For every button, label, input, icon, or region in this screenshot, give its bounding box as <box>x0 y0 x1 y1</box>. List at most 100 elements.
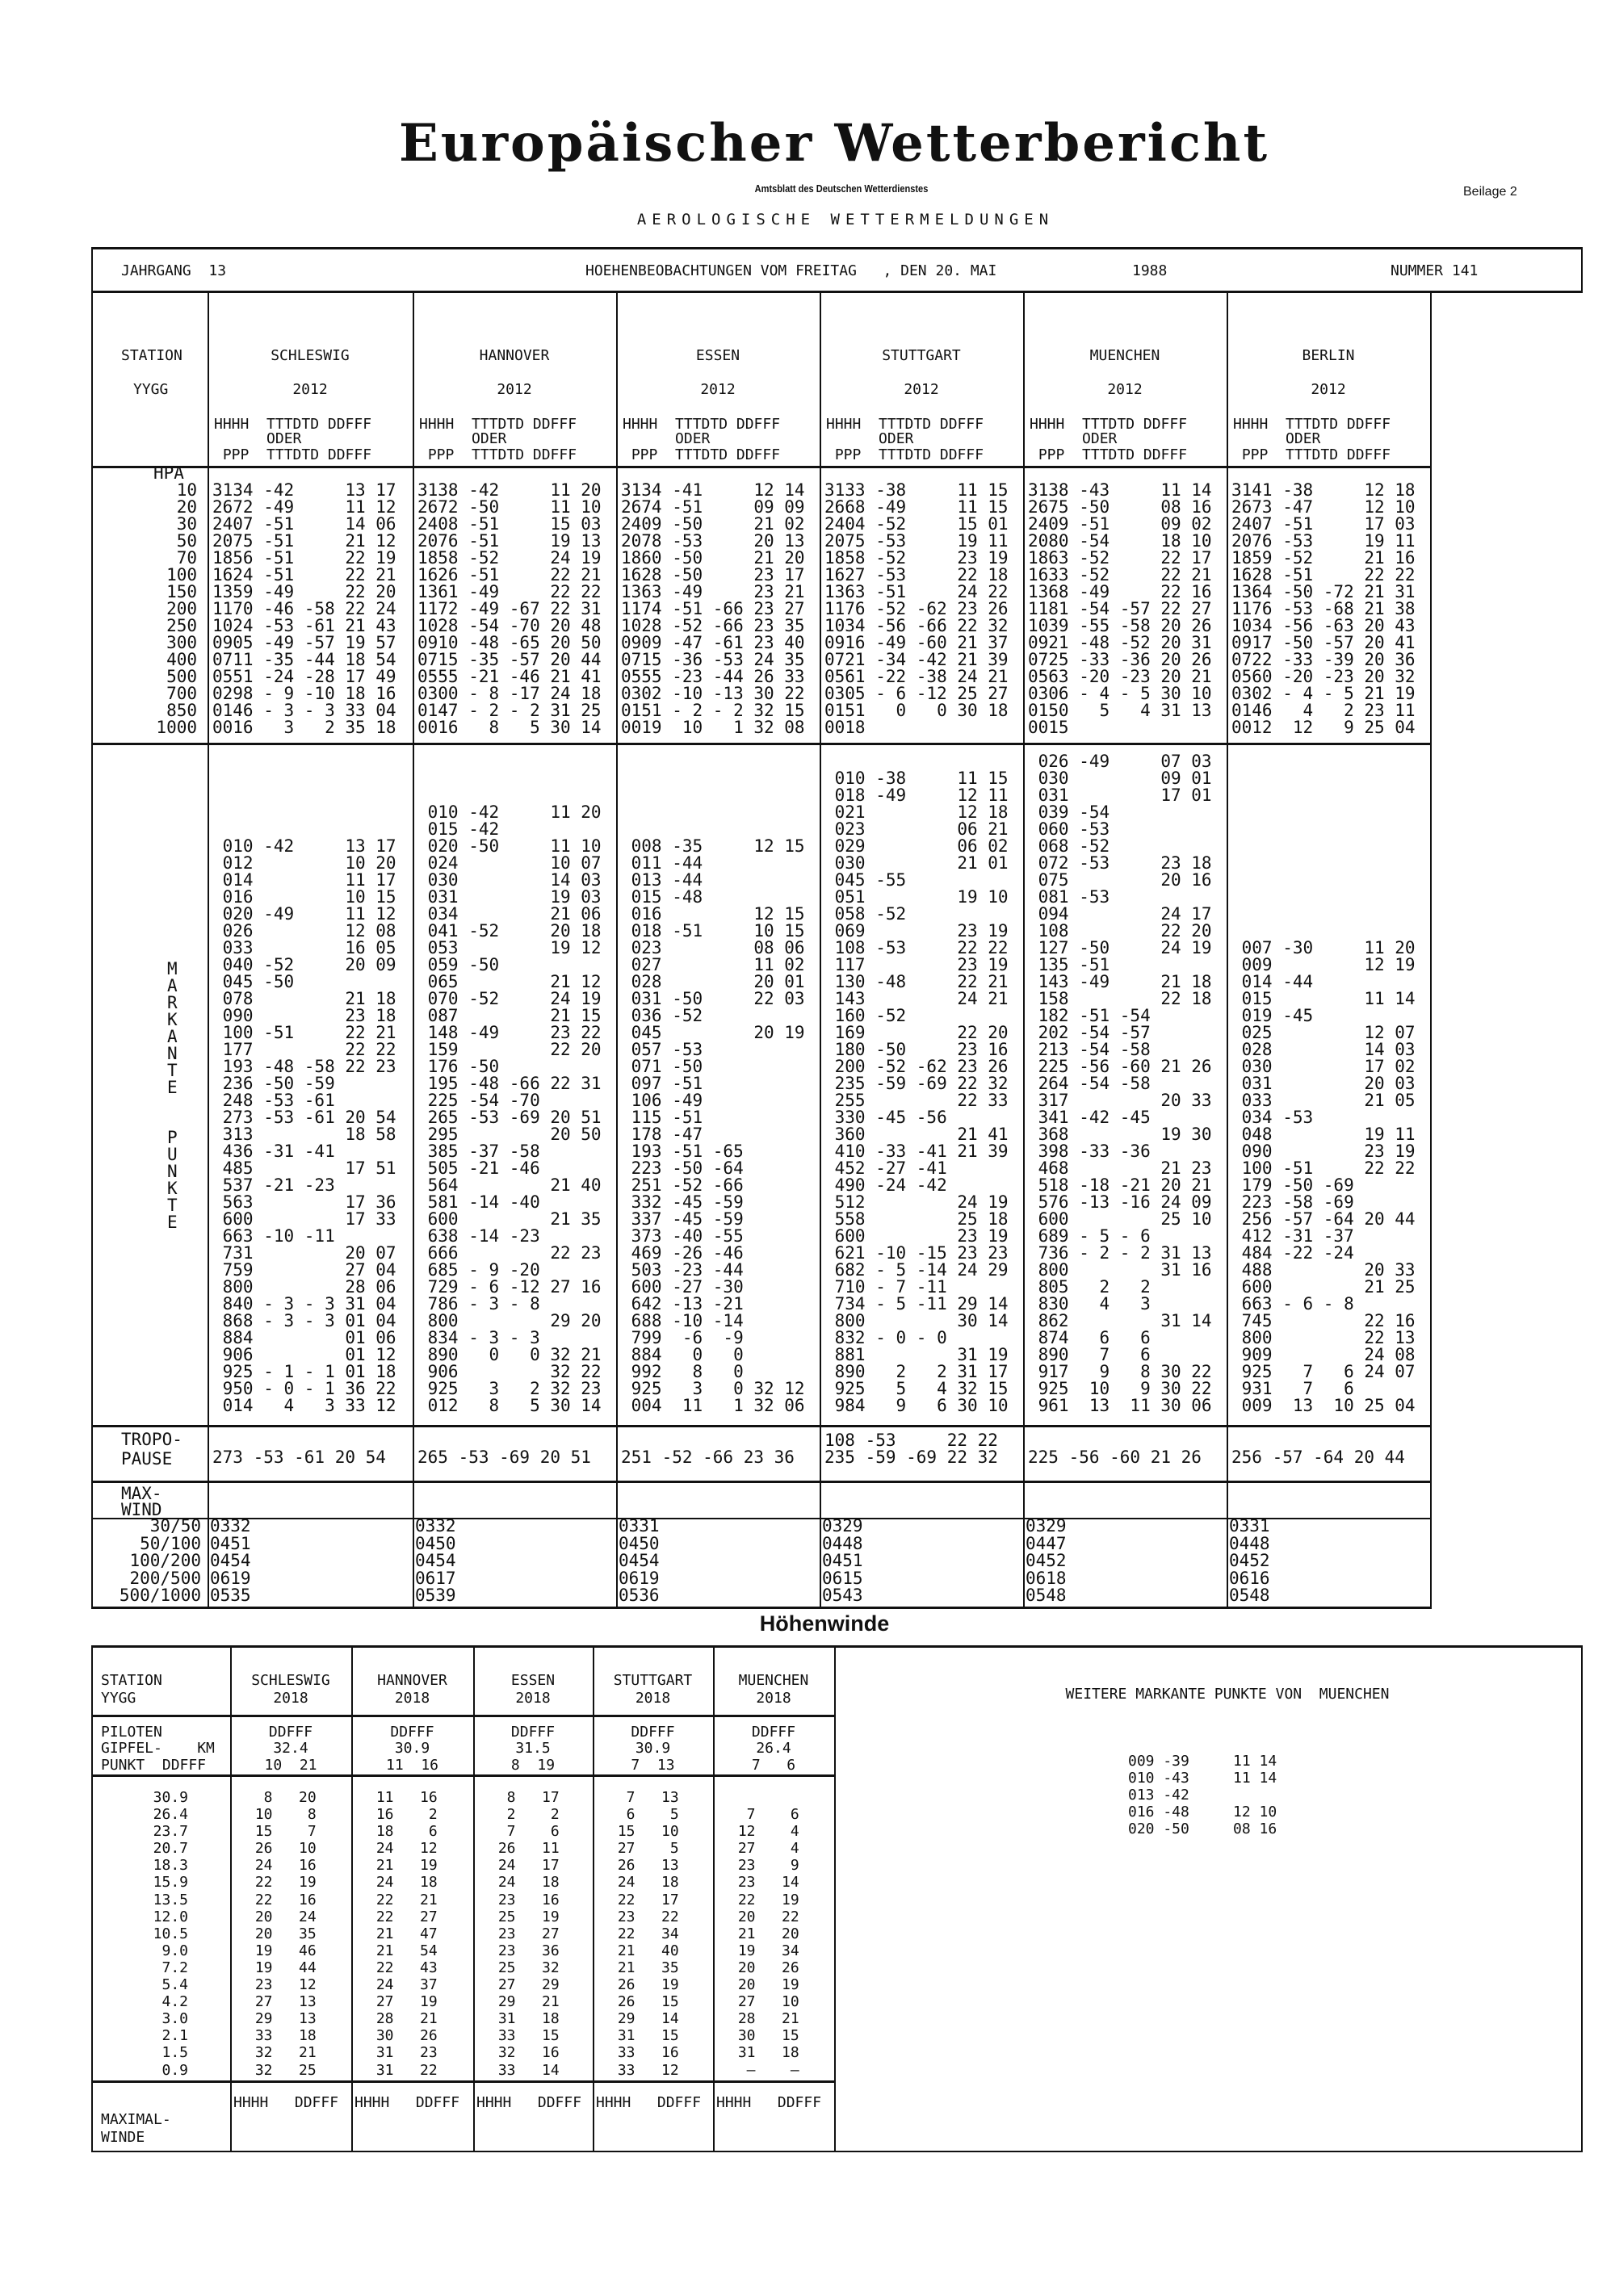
standard-levels: 3138 -42 11 20 2672 -50 11 10 2408 -51 15 … <box>417 482 602 736</box>
tropopause: 108 -53 22 22 235 -59 -69 22 32 <box>824 1427 998 1466</box>
ddfff-label: DDFFF <box>751 1724 796 1741</box>
data-row: 264 -54 -58 <box>1028 1074 1212 1093</box>
maxwind-value: 0331 <box>619 1516 660 1536</box>
wind-row: 22 43 <box>367 1959 438 1976</box>
wind-row: 23 22 <box>609 1908 679 1925</box>
wind-row: 11 16 <box>367 1789 438 1806</box>
summit-wind: 11 16 <box>385 1757 439 1774</box>
data-row: 452 -27 -41 <box>824 1158 1009 1178</box>
data-row: 256 -57 -64 20 44 <box>1231 1209 1416 1229</box>
station-name: MUENCHEN <box>1089 347 1160 364</box>
maxwind-values: 0332 0450 0454 0617 0539 <box>415 1517 456 1605</box>
data-row: 950 - 0 - 1 36 22 <box>212 1379 396 1398</box>
maximalwinde-label-2: WINDE <box>101 2129 145 2146</box>
maxwind-value: 0331 <box>1229 1516 1270 1536</box>
column-divider <box>713 1645 715 2152</box>
data-row: 745 22 16 <box>1231 1311 1416 1330</box>
wind-row: 7 6 <box>489 1823 560 1841</box>
field-header: HHHH TTTDTD DDFFF <box>419 416 577 433</box>
vertical-letter: K <box>167 1010 178 1029</box>
wind-row: 26 11 <box>489 1840 560 1858</box>
summit-wind: 8 19 <box>510 1757 556 1774</box>
data-row: 180 -50 23 16 <box>824 1040 1009 1059</box>
wind-row: 20 19 <box>729 1976 799 1994</box>
wind-row: 24 18 <box>489 1874 560 1892</box>
data-row: 213 -54 -58 <box>1028 1040 1212 1059</box>
wind-row: 32 25 <box>246 2061 317 2079</box>
data-row: 182 -51 -54 <box>1028 1006 1212 1025</box>
wind-row: 29 21 <box>489 1993 560 2011</box>
maxwind-value: 0448 <box>822 1533 863 1553</box>
data-row: 0721 -34 -42 21 39 <box>824 650 1009 669</box>
tropopause: 256 -57 -64 20 44 <box>1231 1427 1405 1466</box>
wind-row: 23 12 <box>246 1976 317 1994</box>
data-row: 906 01 12 <box>212 1345 396 1364</box>
vertical-letter: N <box>167 1162 178 1181</box>
data-row: 251 -52 -66 <box>621 1175 805 1195</box>
wind-row: 19 44 <box>246 1959 317 1976</box>
wind-row: 7 6 <box>729 1806 799 1824</box>
column-divider <box>834 1645 836 2152</box>
field-header: ODER <box>419 430 507 447</box>
data-row: 014 4 3 33 12 <box>212 1396 396 1415</box>
data-row: 518 -18 -21 20 21 <box>1028 1175 1212 1195</box>
wind-row: 19 34 <box>729 1942 799 1959</box>
data-row: 0725 -33 -36 20 26 <box>1028 650 1212 669</box>
wind-row: 24 12 <box>367 1840 438 1858</box>
data-row: 890 7 6 <box>1028 1345 1212 1364</box>
data-row: 759 27 04 <box>212 1260 396 1280</box>
significant-points: 010 -38 11 15 018 -49 12 11 021 12 18 02… <box>824 747 1009 1414</box>
vertical-letter: N <box>167 1044 178 1063</box>
data-row: 1628 -50 23 17 <box>621 565 805 584</box>
data-row: 786 - 3 - 8 <box>417 1294 602 1313</box>
station-yygg: 2018 <box>635 1690 671 1707</box>
data-row: 031 17 01 <box>1028 786 1212 805</box>
data-row: 961 13 11 30 06 <box>1028 1396 1212 1415</box>
data-row: 2408 -51 15 03 <box>417 514 602 534</box>
data-row: 026 -49 07 03 <box>1028 752 1212 771</box>
field-header: ODER <box>623 430 711 447</box>
data-row: 2075 -53 19 11 <box>824 531 1009 551</box>
data-row: 100 -51 22 21 <box>212 1023 396 1042</box>
wind-row: 21 54 <box>367 1942 438 1959</box>
data-row: 036 -52 <box>621 1006 805 1025</box>
maxwind-header: HHHH DDFFF <box>716 2094 822 2111</box>
height-level: 3.0 <box>162 2010 188 2028</box>
vertical-letter: U <box>167 1145 178 1164</box>
maxwind-value: 0536 <box>619 1586 660 1605</box>
summit-km: 30.9 <box>394 1740 430 1757</box>
wind-row: 21 20 <box>729 1925 799 1942</box>
data-row: 030 09 01 <box>1028 769 1212 788</box>
data-row: 925 5 4 32 15 <box>824 1379 1009 1398</box>
data-row: 800 22 13 <box>1231 1328 1416 1347</box>
station-name: BERLIN <box>1302 347 1355 364</box>
data-row: 090 23 19 <box>1231 1142 1416 1161</box>
wind-row: 24 16 <box>246 1857 317 1875</box>
data-row: 090 23 18 <box>212 1006 396 1025</box>
table-border-right <box>1581 247 1583 292</box>
wind-row: 23 36 <box>489 1942 560 1959</box>
data-row: 600 21 25 <box>1231 1277 1416 1297</box>
data-row: 600 21 35 <box>417 1209 602 1229</box>
maxwind-value: 0616 <box>1229 1568 1270 1588</box>
data-row: 2409 -51 09 02 <box>1028 514 1212 534</box>
data-row: 799 -6 -9 <box>621 1328 805 1347</box>
field-header: HHHH TTTDTD DDFFF <box>1030 416 1188 433</box>
divider <box>91 1607 1432 1609</box>
field-header: HHHH TTTDTD DDFFF <box>1233 416 1391 433</box>
field-header: ODER <box>826 430 914 447</box>
data-row: 015 -48 <box>621 887 805 907</box>
maxwind-layers: 30/50 50/100 100/200 200/500 500/1000 <box>93 1517 204 1605</box>
data-row: 053 19 12 <box>417 938 602 957</box>
data-row: 060 -53 <box>1028 819 1212 839</box>
station-name: ESSEN <box>695 347 740 364</box>
data-row: 0147 - 2 - 2 31 25 <box>417 701 602 720</box>
data-row: 881 31 19 <box>824 1345 1009 1364</box>
data-row: 143 24 21 <box>824 989 1009 1008</box>
data-row: 0302 -10 -13 30 22 <box>621 684 805 703</box>
data-row: 033 16 05 <box>212 938 396 957</box>
table-border-right <box>1581 1645 1583 2152</box>
station-name: SCHLESWIG <box>271 347 350 364</box>
significant-points: 007 -30 11 20 009 12 19 014 -44 015 11 1… <box>1231 747 1416 1414</box>
maxwind-layer: 500/1000 <box>119 1586 201 1605</box>
